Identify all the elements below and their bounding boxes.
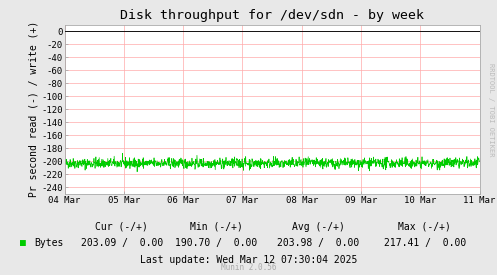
Text: 203.09 /  0.00: 203.09 / 0.00 <box>81 238 163 248</box>
Text: Max (-/+): Max (-/+) <box>399 222 451 232</box>
Text: 190.70 /  0.00: 190.70 / 0.00 <box>175 238 257 248</box>
Text: 217.41 /  0.00: 217.41 / 0.00 <box>384 238 466 248</box>
Text: RRDTOOL / TOBI OETIKER: RRDTOOL / TOBI OETIKER <box>488 63 494 157</box>
Text: Cur (-/+): Cur (-/+) <box>95 222 148 232</box>
Text: ■: ■ <box>20 238 26 248</box>
Text: Last update: Wed Mar 12 07:30:04 2025: Last update: Wed Mar 12 07:30:04 2025 <box>140 255 357 265</box>
Text: Avg (-/+): Avg (-/+) <box>292 222 344 232</box>
Text: Munin 2.0.56: Munin 2.0.56 <box>221 263 276 272</box>
Text: 203.98 /  0.00: 203.98 / 0.00 <box>277 238 359 248</box>
Y-axis label: Pr second read (-) / write (+): Pr second read (-) / write (+) <box>28 21 38 197</box>
Title: Disk throughput for /dev/sdn - by week: Disk throughput for /dev/sdn - by week <box>120 9 424 22</box>
Text: Bytes: Bytes <box>34 238 63 248</box>
Text: Min (-/+): Min (-/+) <box>190 222 243 232</box>
